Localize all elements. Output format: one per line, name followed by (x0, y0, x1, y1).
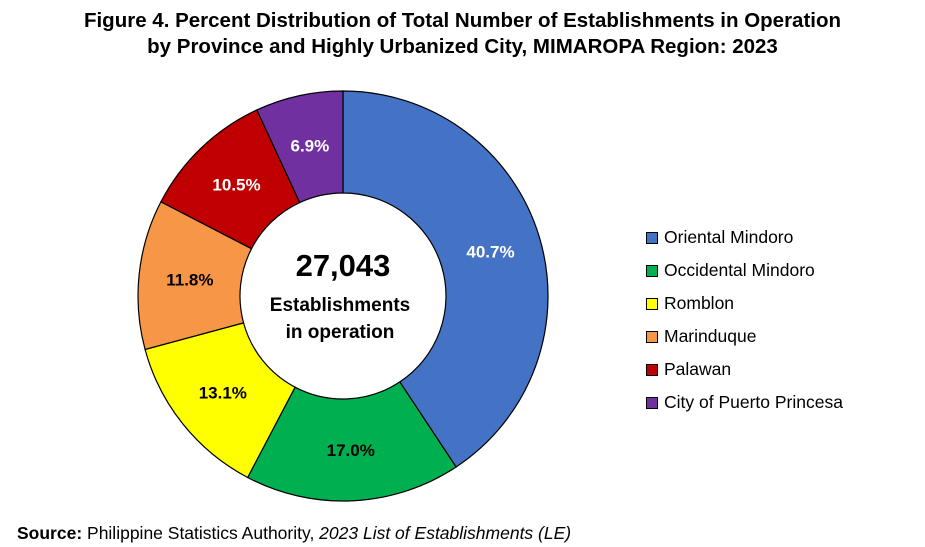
legend-swatch (646, 264, 658, 277)
legend-label: Romblon (664, 293, 735, 313)
legend-label: Oriental Mindoro (664, 227, 794, 247)
legend-label: City of Puerto Princesa (664, 392, 843, 412)
legend-label: Occidental Mindoro (664, 260, 815, 280)
slice-label-romblon: 13.1% (199, 383, 247, 402)
slice-label-city-of-puerto-princesa: 6.9% (291, 137, 330, 156)
slice-city-of-puerto-princesa (256, 90, 344, 204)
chart-title-line-1: Figure 4. Percent Distribution of Total … (83, 9, 842, 32)
center-caption-line-1: Establishments (270, 295, 410, 316)
chart-legend: Oriental Mindoro Occidental Mindoro Romblo… (646, 221, 843, 419)
slice-label-oriental-mindoro: 40.7% (466, 243, 514, 262)
legend-swatch (646, 297, 658, 310)
center-total: 27,043 (296, 248, 391, 283)
legend-item-marinduque: Marinduque (646, 320, 843, 353)
source-note: Source: Philippine Statistics Authority,… (17, 523, 571, 544)
slice-label-palawan: 10.5% (212, 176, 260, 195)
source-text: Philippine Statistics Authority, (82, 523, 320, 543)
donut-slices (137, 90, 549, 502)
legend-item-city-of-puerto-princesa: City of Puerto Princesa (646, 386, 843, 419)
legend-swatch (646, 396, 658, 409)
chart-title-line-2: by Province and Highly Urbanized City, M… (147, 35, 778, 58)
legend-item-palawan: Palawan (646, 353, 843, 386)
slice-label-occidental-mindoro: 17.0% (327, 441, 375, 460)
slice-occidental-mindoro (246, 381, 457, 502)
legend-swatch (646, 363, 658, 376)
source-title: 2023 List of Establishments (LE) (319, 523, 572, 543)
legend-swatch (646, 330, 658, 343)
slice-oriental-mindoro (342, 90, 549, 468)
source-label: Source: (17, 523, 83, 543)
center-caption-line-2: in operation (286, 322, 395, 343)
chart-title: Figure 4. Percent Distribution of Total … (0, 8, 925, 60)
legend-swatch (646, 231, 658, 244)
legend-label: Palawan (664, 359, 732, 379)
slice-label-marinduque: 11.8% (166, 271, 213, 290)
slice-labels: 40.7% 17.0% 13.1% 11.8% 10.5% 6.9% (166, 137, 514, 460)
legend-label: Marinduque (664, 326, 757, 346)
legend-item-oriental-mindoro: Oriental Mindoro (646, 221, 843, 254)
legend-item-romblon: Romblon (646, 287, 843, 320)
legend-item-occidental-mindoro: Occidental Mindoro (646, 254, 843, 287)
